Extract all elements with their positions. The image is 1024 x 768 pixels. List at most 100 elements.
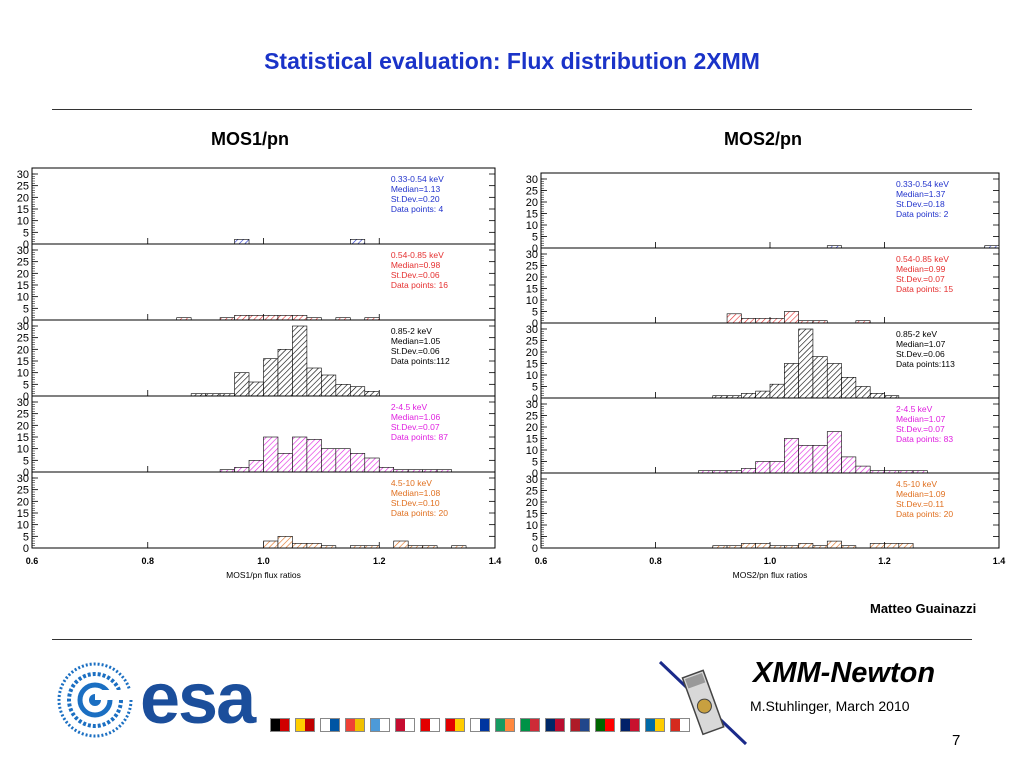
ytick-label: 10 — [17, 444, 29, 456]
xtick-label: 1.4 — [489, 556, 502, 566]
xtick-label: 0.6 — [26, 556, 39, 566]
histogram-bar — [798, 543, 814, 549]
ytick-label: 10 — [17, 216, 29, 228]
histogram-bar — [306, 367, 322, 397]
panel-3-stat-line: 0.85-2 keV — [391, 326, 432, 336]
ytick-label: 5 — [532, 232, 538, 244]
ytick-label: 0 — [532, 468, 538, 480]
histogram-bar — [755, 318, 771, 324]
histogram-bar — [321, 448, 337, 473]
flag-6 — [395, 718, 415, 732]
ytick-label: 5 — [532, 532, 538, 544]
ytick-label: 30 — [526, 174, 538, 186]
histogram-bar — [364, 391, 380, 397]
histogram-bar — [248, 460, 264, 473]
author-date: M.Stuhlinger, March 2010 — [750, 698, 910, 714]
panel-1-stat-line: Data points: 4 — [391, 204, 444, 214]
flag-12 — [545, 718, 565, 732]
panel-5-stat-line: Data points: 20 — [896, 509, 953, 519]
panel-2-stat-line: Median=0.98 — [391, 260, 441, 270]
ytick-label: 5 — [23, 303, 29, 315]
ytick-label: 20 — [526, 347, 538, 359]
xtick-label: 1.4 — [993, 556, 1006, 566]
histogram-bar — [350, 453, 366, 473]
histogram-bar — [263, 436, 279, 473]
ytick-label: 20 — [17, 192, 29, 204]
panel-2-stat-line: St.Dev.=0.06 — [391, 270, 440, 280]
histogram-bar — [755, 543, 771, 549]
panel-4-stat-line: St.Dev.=0.07 — [896, 424, 945, 434]
ytick-label: 20 — [17, 496, 29, 508]
histogram-bar — [741, 393, 756, 399]
ytick-label: 10 — [17, 292, 29, 304]
ytick-label: 25 — [526, 336, 538, 348]
flag-2 — [295, 718, 315, 732]
ytick-label: 25 — [526, 186, 538, 198]
histogram-bar — [234, 372, 250, 397]
histogram-bar — [277, 349, 293, 397]
ytick-label: 20 — [526, 497, 538, 509]
histogram-bar — [798, 328, 814, 399]
satellite-icon — [658, 660, 748, 746]
ytick-label: 5 — [532, 382, 538, 394]
histogram-bar — [755, 461, 771, 474]
flag-8 — [445, 718, 465, 732]
histogram-bar — [292, 325, 308, 397]
ytick-label: 10 — [526, 520, 538, 532]
ytick-label: 0 — [23, 467, 29, 479]
ytick-label: 15 — [17, 204, 29, 216]
histogram-bar — [741, 543, 756, 549]
panel-5-stat-line: 4.5-10 keV — [391, 478, 432, 488]
panel-2-stat-line: St.Dev.=0.07 — [896, 274, 945, 284]
histogram-bar — [263, 358, 279, 397]
histogram-bar — [869, 543, 885, 549]
histogram-bar — [769, 318, 785, 324]
ytick-label: 10 — [526, 445, 538, 457]
panel-1-stat-line: St.Dev.=0.20 — [391, 194, 440, 204]
ytick-label: 25 — [526, 411, 538, 423]
flag-4 — [345, 718, 365, 732]
ytick-label: 25 — [526, 486, 538, 498]
panel-1-stat-line: St.Dev.=0.18 — [896, 199, 945, 209]
flag-7 — [420, 718, 440, 732]
panel-5-stat-line: St.Dev.=0.10 — [391, 498, 440, 508]
panel-4-stat-line: 2-4.5 keV — [391, 402, 428, 412]
histogram-bar — [769, 383, 785, 399]
histogram-bar — [364, 457, 380, 473]
panel-1-stat-line: Median=1.37 — [896, 189, 946, 199]
ytick-label: 15 — [526, 434, 538, 446]
ytick-label: 30 — [17, 397, 29, 409]
xtick-label: 1.2 — [373, 556, 386, 566]
panel-4-stat-line: 2-4.5 keV — [896, 404, 933, 414]
flag-3 — [320, 718, 340, 732]
ytick-label: 30 — [17, 245, 29, 257]
histogram-bar — [292, 436, 308, 473]
histogram-bar — [263, 315, 279, 321]
histogram-bar — [826, 363, 842, 399]
xtick-label: 0.8 — [649, 556, 662, 566]
ytick-label: 0 — [532, 318, 538, 330]
ytick-label: 15 — [17, 280, 29, 292]
ytick-label: 5 — [532, 457, 538, 469]
histogram-bar — [248, 381, 264, 397]
histogram-bar — [350, 239, 366, 245]
xtick-label: 1.0 — [257, 556, 270, 566]
histogram-bar — [234, 315, 250, 321]
panel-5-stat-line: Median=1.08 — [391, 488, 441, 498]
histogram-bar — [292, 315, 308, 321]
panel-2-stat-line: 0.54-0.85 keV — [391, 250, 444, 260]
panel-5-stat-line: Median=1.09 — [896, 489, 946, 499]
panel-3-stat-line: St.Dev.=0.06 — [391, 346, 440, 356]
page-number: 7 — [952, 732, 961, 749]
panel-4-stat-line: St.Dev.=0.07 — [391, 422, 440, 432]
flag-11 — [520, 718, 540, 732]
ytick-label: 0 — [23, 391, 29, 403]
ytick-label: 25 — [17, 257, 29, 269]
histogram-bar — [234, 467, 250, 473]
histogram-bar — [898, 543, 914, 549]
histogram-bar — [741, 468, 756, 474]
ytick-label: 30 — [17, 321, 29, 333]
histogram-bar — [884, 543, 900, 549]
ytick-label: 0 — [532, 393, 538, 405]
